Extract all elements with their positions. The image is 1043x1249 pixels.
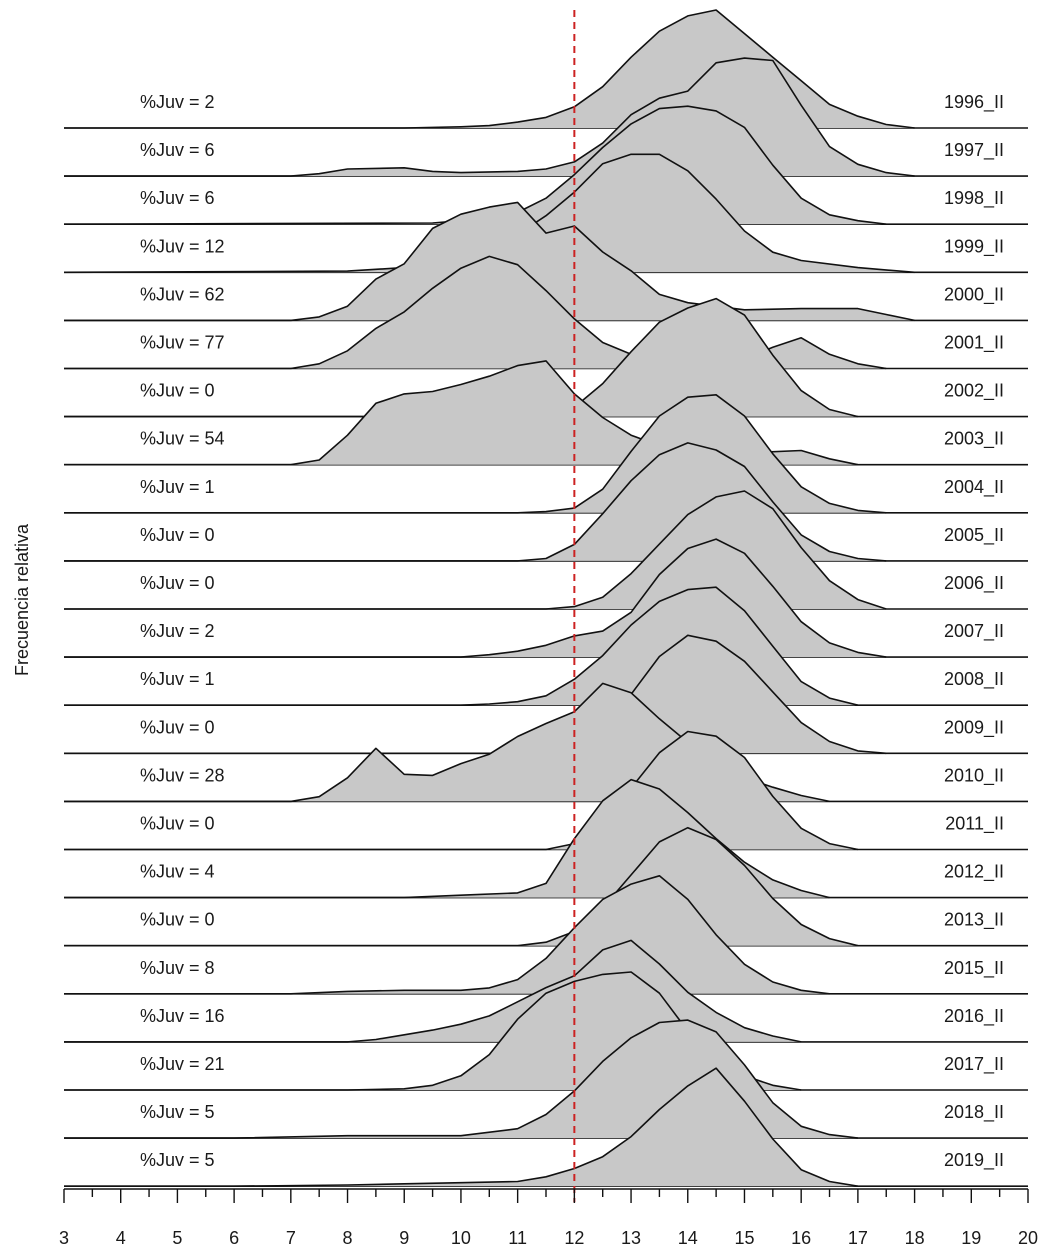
x-tick-label: 15: [734, 1228, 754, 1248]
y-axis-title: Frecuencia relativa: [12, 523, 32, 676]
x-tick-label: 6: [229, 1228, 239, 1248]
x-tick-label: 20: [1018, 1228, 1038, 1248]
juv-label: %Juv = 77: [140, 333, 225, 353]
x-tick-label: 18: [905, 1228, 925, 1248]
x-tick-label: 12: [564, 1228, 584, 1248]
ridge-area: [64, 683, 830, 802]
x-tick-label: 5: [172, 1228, 182, 1248]
juv-label: %Juv = 5: [140, 1150, 215, 1170]
ridge-outline: [64, 939, 802, 1043]
juv-label: %Juv = 62: [140, 284, 225, 304]
year-label: 2003_II: [944, 429, 1004, 450]
ridge-outline: [64, 57, 915, 177]
juv-label: %Juv = 0: [140, 814, 215, 834]
juv-label: %Juv = 0: [140, 717, 215, 737]
year-label: 2010_II: [944, 765, 1004, 786]
juv-label: %Juv = 6: [140, 188, 215, 208]
ridge-area: [64, 360, 858, 465]
ridge-outline: [64, 826, 859, 947]
year-label: 2015_II: [944, 958, 1004, 979]
x-tick-label: 7: [286, 1228, 296, 1248]
year-label: 2018_II: [944, 1102, 1004, 1123]
x-tick-label: 14: [678, 1228, 698, 1248]
ridge-outline: [64, 9, 915, 129]
year-label: 2002_II: [944, 381, 1004, 402]
year-label: 2000_II: [944, 284, 1004, 305]
x-tick-label: 11: [508, 1228, 527, 1248]
ridge-outline: [64, 490, 887, 610]
year-label: 2019_II: [944, 1150, 1004, 1171]
ridge-outline: [64, 778, 830, 899]
ridge-2019_II: [64, 1067, 1028, 1187]
juv-label: %Juv = 6: [140, 140, 215, 160]
year-label: 2013_II: [944, 910, 1004, 931]
x-tick-label: 9: [399, 1228, 409, 1248]
x-tick-label: 16: [791, 1228, 811, 1248]
year-label: 2008_II: [944, 669, 1004, 690]
year-label: 2011_II: [945, 814, 1004, 835]
juv-label: %Juv = 2: [140, 92, 215, 112]
year-label: 2004_II: [944, 477, 1004, 498]
year-label: 2001_II: [944, 333, 1004, 354]
year-label: 2005_II: [944, 525, 1004, 546]
ridge-area: [64, 1068, 858, 1187]
x-tick-label: 8: [343, 1228, 353, 1248]
ridge-outline: [64, 442, 887, 562]
ridge-2003_II: [64, 360, 1028, 466]
ridge-outline: [64, 201, 915, 322]
juv-label: %Juv = 12: [140, 236, 225, 256]
ridge-outline: [64, 1067, 859, 1187]
ridge-area: [64, 256, 887, 369]
juv-label: %Juv = 0: [140, 573, 215, 593]
ridge-outline: [64, 394, 887, 514]
juv-label: %Juv = 5: [140, 1102, 215, 1122]
juv-label: %Juv = 0: [140, 910, 215, 930]
juv-label: %Juv = 2: [140, 621, 215, 641]
ridge-outline: [64, 586, 859, 706]
ridge-outline: [64, 875, 830, 995]
year-label: 1996_II: [944, 92, 1004, 113]
x-tick-label: 19: [961, 1228, 981, 1248]
ridge-outline: [64, 538, 887, 658]
year-label: 2016_II: [944, 1006, 1004, 1027]
year-label: 1999_II: [944, 236, 1004, 257]
juv-label: %Juv = 8: [140, 958, 215, 978]
ridge-area: [64, 298, 858, 417]
juv-label: %Juv = 28: [140, 765, 225, 785]
ridges-layer: [63, 9, 1028, 1187]
juv-label: %Juv = 54: [140, 429, 225, 449]
ridge-outline: [64, 1019, 858, 1139]
year-label: 1997_II: [944, 140, 1004, 161]
juv-label: %Juv = 1: [140, 669, 215, 689]
year-label: 2009_II: [944, 717, 1004, 738]
juv-label: %Juv = 16: [140, 1006, 225, 1026]
year-label: 2017_II: [944, 1054, 1004, 1075]
year-label: 2012_II: [944, 862, 1004, 883]
x-tick-label: 17: [848, 1228, 868, 1248]
juv-label: %Juv = 0: [140, 381, 215, 401]
juv-label: %Juv = 4: [140, 862, 215, 882]
year-label: 2006_II: [944, 573, 1004, 594]
ridge-area: [64, 635, 887, 754]
year-label: 1998_II: [944, 188, 1004, 209]
x-tick-label: 3: [59, 1228, 69, 1248]
ridge-outline: [64, 255, 887, 370]
x-tick-label: 13: [621, 1228, 641, 1248]
juv-label: %Juv = 21: [140, 1054, 225, 1074]
labels-layer: %Juv = 2 1996_II %Juv = 6 1997_II %Juv = 6 19…: [140, 92, 1004, 1171]
x-tick-label: 4: [116, 1228, 126, 1248]
year-label: 2007_II: [944, 621, 1004, 642]
x-tick-label: 10: [451, 1228, 471, 1248]
ridge-area: [64, 154, 915, 273]
x-axis: 3 4 5 6 7 8 9 10 11 12 13 14 15 16 17 18 19 20: [59, 1188, 1038, 1248]
juv-label: %Juv = 1: [140, 477, 215, 497]
juv-label: %Juv = 0: [140, 525, 215, 545]
